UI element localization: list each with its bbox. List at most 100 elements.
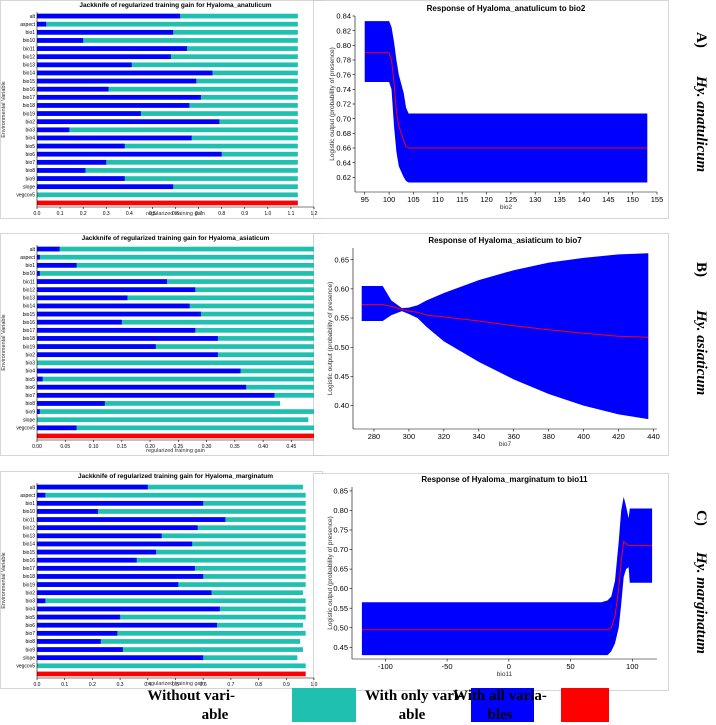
mean-response-line <box>361 540 653 631</box>
mean-response-line <box>361 304 649 338</box>
category-label-bio15: bio15 <box>23 312 35 318</box>
category-label-bio4: bio4 <box>26 607 36 613</box>
bar-only-bio14 <box>37 541 193 547</box>
bar-without-bio9 <box>37 409 314 414</box>
panel-label-b: B) <box>693 262 709 277</box>
x-tick-label: 0.7 <box>227 682 234 688</box>
y-tick-label: 0.72 <box>336 100 351 109</box>
bar-only-alt <box>37 246 60 252</box>
bar-only-bio12 <box>37 54 171 60</box>
bar-without-bio10 <box>37 509 306 514</box>
bar-row-bio18: bio18 <box>23 574 306 580</box>
category-label-bio3: bio3 <box>26 128 36 134</box>
bar-row-bio14: bio14 <box>23 541 306 548</box>
category-label-bio15: bio15 <box>23 550 35 556</box>
category-label-bio14: bio14 <box>23 304 35 310</box>
bar-row-bio11: bio11 <box>23 46 298 52</box>
confidence-band <box>361 496 653 656</box>
bar-row-bio5: bio5 <box>26 376 314 383</box>
bar-row-bio15: bio15 <box>23 78 298 85</box>
bar-without-bio13 <box>37 62 298 68</box>
y-tick-label: 0.40 <box>334 401 349 410</box>
bar-row-bio2: bio2 <box>26 119 298 125</box>
x-tick-label: 0.15 <box>117 444 127 450</box>
category-label-bio13: bio13 <box>23 296 35 302</box>
category-label-bio7: bio7 <box>26 393 36 399</box>
category-label-bio10: bio10 <box>23 509 35 515</box>
legend-without-label-2: able <box>202 707 229 723</box>
bar-row-bio8: bio8 <box>26 168 298 174</box>
x-axis-label: bio2 <box>500 204 513 211</box>
panel-label-c: C) <box>693 510 709 526</box>
bar-without-bio19 <box>37 344 314 349</box>
response-chart-2: Response of Hyaloma_marginatum to bio11 -… <box>327 475 657 678</box>
y-tick-label: 0.45 <box>333 643 348 652</box>
bar-only-bio6 <box>37 384 247 390</box>
jackknife-title: Jackknife of regularized training gain f… <box>78 473 273 480</box>
x-tick-label: 0.9 <box>283 682 290 688</box>
bar-row-bio16: bio16 <box>23 557 306 564</box>
bar-without-bio19 <box>37 111 298 116</box>
category-label-bio19: bio19 <box>23 582 35 588</box>
category-label-bio8: bio8 <box>26 639 36 645</box>
bar-only-bio12 <box>37 287 196 293</box>
x-tick-label: 140 <box>578 195 591 204</box>
bar-only-bio17 <box>37 565 195 571</box>
bar-without-alt <box>37 484 303 490</box>
category-label-bio11: bio11 <box>23 517 35 523</box>
category-label-bio1: bio1 <box>26 30 36 36</box>
x-tick-label: 155 <box>651 195 664 204</box>
bar-row-bio4: bio4 <box>26 135 298 142</box>
category-label-bio3: bio3 <box>26 361 36 367</box>
bar-without-bio5 <box>37 143 298 149</box>
bar-without-bio3 <box>37 360 314 366</box>
bar-only-bio6 <box>37 151 222 157</box>
legend-without-swatch <box>292 688 356 722</box>
bar-row-bio5: bio5 <box>26 614 306 621</box>
response-title: Response of Hyaloma_marginatum to bio11 <box>421 475 588 484</box>
bar-without-bio15 <box>37 549 306 555</box>
x-axis-label: regularized training gain <box>146 448 205 454</box>
bar-row-bio8: bio8 <box>26 639 301 645</box>
bar-row-bio7: bio7 <box>26 630 306 637</box>
bar-only-bio18 <box>37 336 218 341</box>
bar-row-vegcov5: vegcov5 <box>16 663 306 670</box>
bar-without-bio16 <box>37 86 298 92</box>
x-tick-label: 100 <box>626 662 639 671</box>
y-axis-label: Logistic output (probability of presence… <box>329 47 336 160</box>
bar-row-bio19: bio19 <box>23 582 306 588</box>
bar-without-aspect <box>37 21 298 27</box>
x-tick-label: 0.6 <box>172 211 179 217</box>
bar-row-bio9: bio9 <box>26 176 298 182</box>
bar-without-bio3 <box>37 127 298 133</box>
bar-without-bio8 <box>37 168 298 173</box>
x-tick-label: 0.30 <box>202 444 212 450</box>
x-tick-label: 50 <box>566 662 574 671</box>
x-tick-label: -100 <box>378 662 393 671</box>
x-tick-label: 135 <box>553 195 566 204</box>
y-axis-label: Logistic output (probability of presence… <box>327 282 334 395</box>
bar-row-bio15: bio15 <box>23 549 306 556</box>
x-tick-label: 400 <box>577 432 590 441</box>
mean-response-line <box>364 52 648 149</box>
x-tick-label: 1.1 <box>287 211 294 217</box>
bar-only-bio13 <box>37 533 162 539</box>
bar-only-bio3 <box>37 127 70 133</box>
y-tick-label: 0.68 <box>336 129 351 138</box>
bar-only-bio9 <box>37 176 125 181</box>
bar-without-aspect <box>37 492 306 498</box>
y-tick-label: 0.84 <box>336 12 351 21</box>
bar-row-bio13: bio13 <box>23 62 298 69</box>
y-tick-label: 0.62 <box>336 173 351 182</box>
bar-only-bio19 <box>37 111 141 116</box>
bar-without-vegcov5 <box>37 425 314 431</box>
bar-without-bio13 <box>37 533 306 539</box>
x-tick-label: 0.05 <box>60 444 70 450</box>
x-tick-label: -50 <box>442 662 453 671</box>
bar-only-bio8 <box>37 639 101 644</box>
y-tick-label: 0.60 <box>333 584 348 593</box>
bar-only-bio7 <box>37 392 275 398</box>
category-label-bio5: bio5 <box>26 377 36 383</box>
bar-all-variables <box>37 671 306 677</box>
bar-without-aspect <box>37 254 314 260</box>
